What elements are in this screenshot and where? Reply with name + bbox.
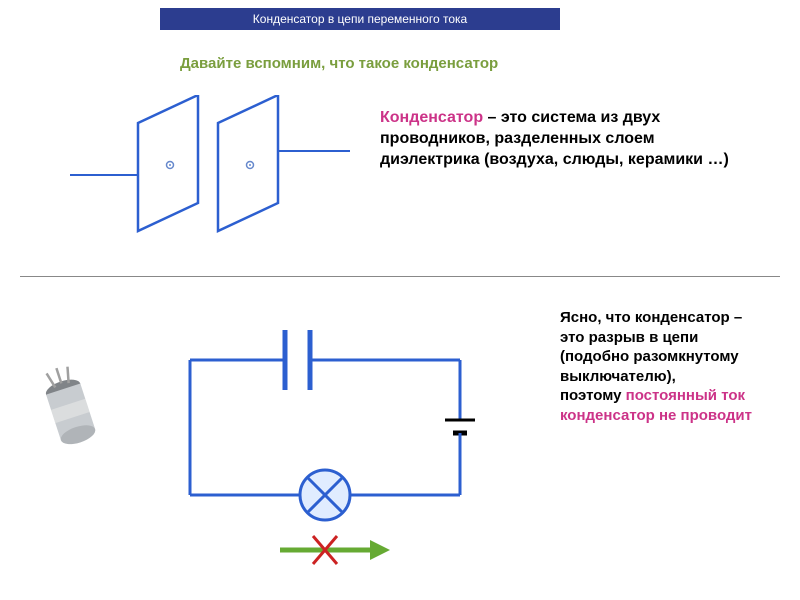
- blocked-arrow-icon: [275, 530, 395, 570]
- circuit-diagram: [150, 310, 500, 540]
- subtitle-text: Давайте вспомним, что такое конденсатор: [180, 55, 498, 72]
- header-title: Конденсатор в цепи переменного тока: [253, 12, 467, 26]
- header-bar: Конденсатор в цепи переменного тока: [160, 8, 560, 30]
- right-text-part1: Ясно, что конденсатор – это разрыв в цеп…: [560, 309, 742, 385]
- divider: [20, 276, 780, 277]
- subtitle: Давайте вспомним, что такое конденсатор: [180, 55, 498, 72]
- plate-diagram: [70, 95, 350, 245]
- right-text-prefix: поэтому: [560, 387, 626, 404]
- right-text: Ясно, что конденсатор – это разрыв в цеп…: [560, 308, 770, 425]
- capacitor-photo: [30, 360, 110, 455]
- definition-highlight: Конденсатор: [380, 109, 483, 126]
- definition-text: Конденсатор – это система из двух провод…: [380, 108, 750, 170]
